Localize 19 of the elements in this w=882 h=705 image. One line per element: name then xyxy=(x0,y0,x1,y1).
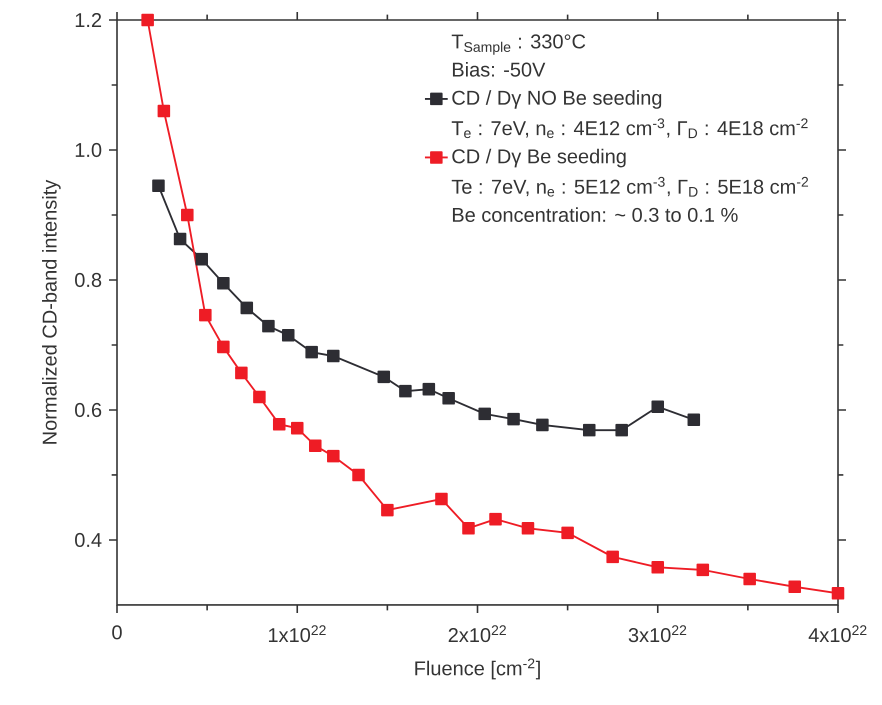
x-tick-label: 4x10$^{22}$ xyxy=(808,625,866,642)
legend-label: CD / Dγ Be seeding xyxy=(452,148,626,168)
text: T$_{e}$ : 7eV, n$_{e}$ : 4E12 cm$^{-3}$, Γ$_{D}$ : 4E18 cm$^{-2}$ xyxy=(452,118,808,138)
y-tick-label: 1.0 xyxy=(76,142,102,158)
y-tick-label: 0.4 xyxy=(75,532,102,548)
annotation: T$_{Sample}$ : 330°C xyxy=(452,34,586,55)
legend-label: CD / Dγ NO Be seeding xyxy=(452,90,662,109)
annotation: Bias: -50V xyxy=(452,62,546,77)
y-axis-title: Normalized CD-band intensity xyxy=(42,180,61,444)
annotation: Te : 7eV, n$_{e}$ : 5E12 cm$^{-3}$, Γ$_{D}$ : 5E18 cm$^{-2}$ xyxy=(452,176,808,197)
y-tick-label: 0.6 xyxy=(75,402,102,418)
y-tick-label: 1.2 xyxy=(76,13,102,27)
x-tick-label: 1x10$^{22}$ xyxy=(268,625,326,642)
x-tick-label: 0 xyxy=(112,625,122,640)
x-tick-label: 3x10$^{22}$ xyxy=(628,625,686,642)
y-tick-label: 0.8 xyxy=(75,272,102,288)
x-tick-label: 2x10$^{22}$ xyxy=(448,625,506,642)
x-axis-title: Fluence [cm$^{-2}$] xyxy=(415,658,540,680)
annotation: Be concentration: ~ 0.3 to 0.1 % xyxy=(452,207,738,222)
